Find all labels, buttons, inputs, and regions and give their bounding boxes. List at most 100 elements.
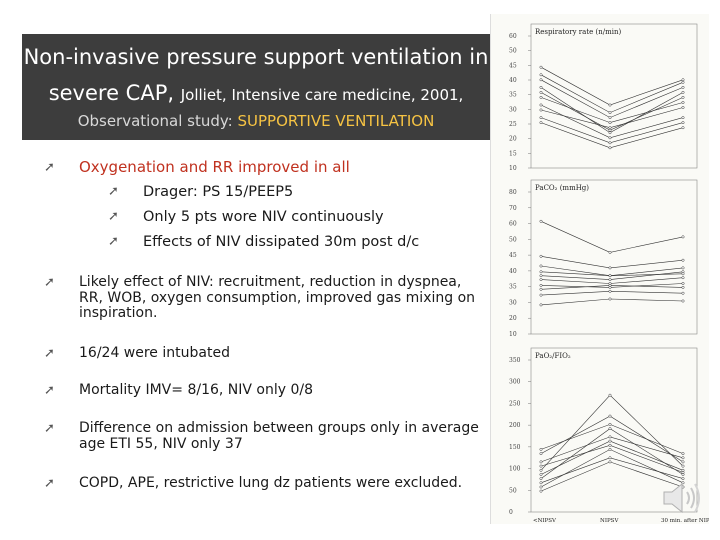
series-line [540,415,684,463]
y-tick-label: 60 [509,221,517,228]
data-point [539,78,543,82]
y-tick-label: 30 [509,106,517,113]
data-point [681,470,685,474]
series-line [540,256,684,269]
data-point [608,283,612,287]
data-point [608,274,612,278]
y-tick-label: 35 [509,284,517,291]
chart-panel: Respiratory rate (n/min) 60 50 45 40 35 30 25 20… [490,14,718,524]
bullet-text: Likely effect of NIV: recruitment, reduc… [79,274,476,321]
chart-title: Respiratory rate (n/min) [535,28,621,36]
series-line [540,122,684,149]
bullet-text: Oxygenation and RR improved in all [79,158,350,176]
data-point [539,293,543,297]
y-tick-label: 15 [509,150,517,157]
arrow-icon: ➚ [108,209,119,224]
data-point [608,116,612,120]
chart-frame [530,179,698,335]
data-point [608,393,612,397]
data-point [539,485,543,489]
data-point [681,452,685,456]
data-point [608,422,612,426]
bullet-text: Mortality IMV= 8/16, NIV only 0/8 [79,382,314,398]
y-tick-label: 0 [509,509,513,516]
data-point [539,481,543,485]
data-point [681,272,685,276]
data-point [608,141,612,145]
data-point [539,95,543,99]
series-line [540,104,684,139]
data-point [539,121,543,125]
data-point [681,282,685,285]
data-point [681,90,685,94]
chart-title: PaCO₂ (mmHg) [535,184,589,192]
data-point [681,95,685,99]
data-point [608,443,612,447]
series-line [540,87,684,134]
data-point [539,65,543,69]
arrow-icon: ➚ [44,421,55,436]
y-tick-label: 50 [509,236,517,243]
y-tick-label: 50 [509,487,517,494]
series-line [540,424,684,454]
data-point [608,435,612,439]
arrow-icon: ➚ [108,184,119,199]
data-point [681,121,685,125]
charts-svg: Respiratory rate (n/min) 60 50 45 40 35 30 25 20… [509,23,718,524]
data-point [681,101,685,104]
y-tick-label: 45 [509,62,517,69]
bullet-text: COPD, APE, restrictive lung dz patients … [79,475,463,491]
series-line [540,221,684,253]
data-point [539,468,543,472]
data-point [681,460,685,464]
data-point [681,116,685,120]
y-tick-label: 60 [509,33,517,40]
data-point [608,136,612,140]
series-line [540,271,684,277]
series-line [540,444,684,473]
arrow-icon: ➚ [44,275,55,290]
x-tick-label: <NIPSV [533,518,557,524]
data-point [681,78,685,82]
data-point [539,274,543,278]
data-point [681,85,685,89]
y-tick-label: 40 [509,268,517,275]
series-line [540,277,684,284]
data-point [539,473,543,476]
arrow-icon: ➚ [44,476,55,491]
bullet-text: Difference on admission between groups o… [79,420,479,452]
data-point [539,254,543,258]
citation: Jolliet, Intensive care medicine, 2001, [180,86,464,104]
data-point [539,477,543,481]
data-point [608,126,612,130]
y-tick-label: 350 [509,357,521,364]
data-point [681,235,685,239]
data-point [608,250,612,254]
sub-bullet-text: Drager: PS 15/PEEP5 [143,184,294,200]
data-point [608,266,612,270]
data-point [608,297,612,301]
y-tick-label: 40 [509,77,517,84]
chart-frame [530,23,698,169]
data-point [681,106,685,109]
y-tick-label: 20 [509,136,517,143]
data-point [681,126,685,130]
data-point [539,460,543,464]
data-point [539,103,543,107]
y-tick-label: 150 [509,444,521,451]
data-point [608,278,612,282]
title-box: Non-invasive pressure support ventilatio… [22,34,490,140]
x-tick-label: NIPSV [600,518,619,524]
data-point [681,477,685,481]
x-tick-label: 30 min. after NIPSV [661,518,709,524]
data-point [539,90,543,94]
series-line [540,298,684,306]
y-tick-label: 45 [509,252,517,259]
speaker-icon[interactable] [660,478,704,518]
sub-bullet-text: Only 5 pts wore NIV continuously [143,209,384,225]
subtitle-prefix: Observational study: [77,112,233,130]
data-point [539,219,543,223]
data-point [539,287,543,291]
title-main: severe CAP, [48,81,175,105]
data-point [539,303,543,307]
